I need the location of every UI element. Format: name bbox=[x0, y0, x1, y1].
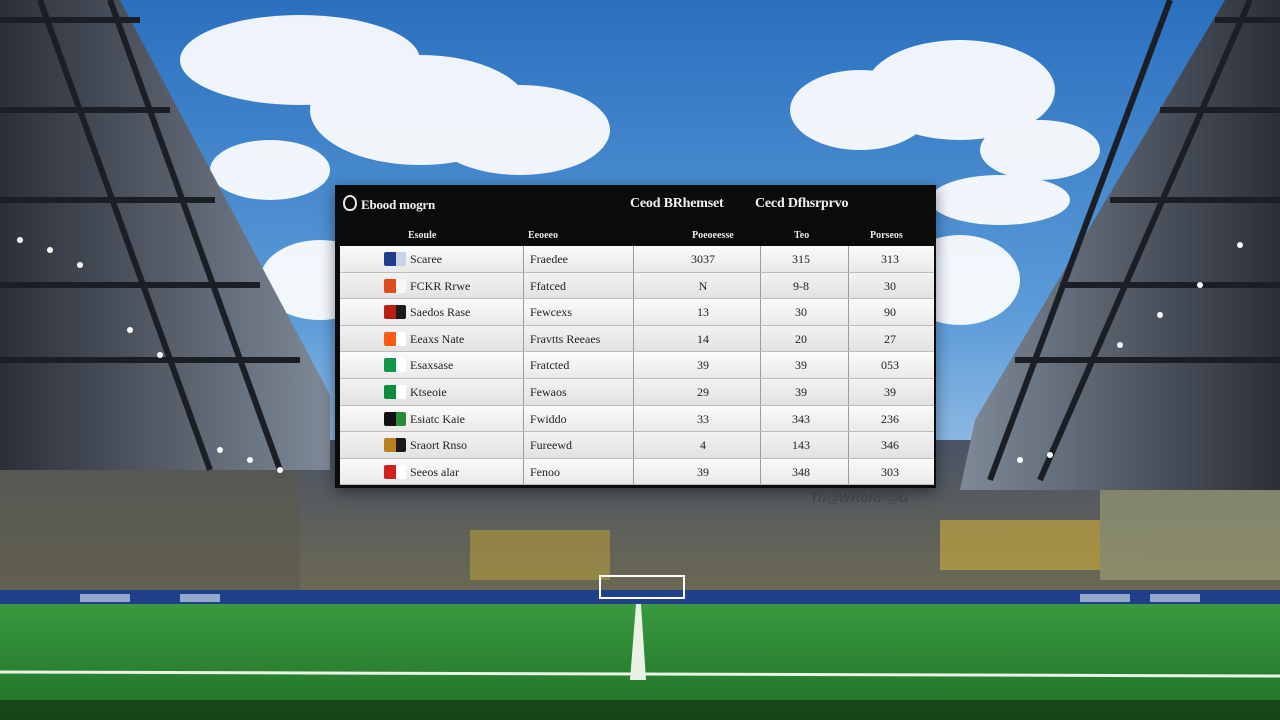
team-flag-icon bbox=[384, 358, 406, 373]
table-row: Saedos Rase Fewcexs 13 30 90 bbox=[340, 299, 934, 326]
stat-2-value: 143 bbox=[792, 438, 810, 453]
stat-2-value: 20 bbox=[795, 331, 807, 346]
table-row: Eeaxs Nate Fravtts Reeaes 14 20 27 bbox=[340, 325, 934, 353]
team-position: Fwiddo bbox=[530, 411, 567, 426]
stat-2-value: 348 bbox=[792, 464, 810, 479]
stadium-lights-right bbox=[1017, 242, 1243, 463]
team-flag-icon bbox=[384, 252, 406, 266]
table-row: Esiatc Kaie Fwiddo 33 343 236 bbox=[340, 405, 934, 433]
stat-1-value: 3037 bbox=[691, 252, 715, 266]
team-name: Sraort Rnso bbox=[410, 438, 467, 453]
stat-2-value: 9-8 bbox=[793, 278, 809, 293]
scoreboard-header: Ebood mogrn Ceod BRhemset Cecd Dfhsrprvo bbox=[335, 185, 936, 225]
team-position: Fravtts Reeaes bbox=[530, 331, 601, 346]
stat-1-value: 13 bbox=[697, 305, 709, 320]
stat-3-value: 30 bbox=[884, 278, 896, 293]
team-name: Esiatc Kaie bbox=[410, 411, 465, 426]
team-flag-icon bbox=[384, 384, 406, 399]
pitch-center-line bbox=[630, 604, 646, 680]
table-row: Ktseoie Fewaos 29 39 39 bbox=[340, 378, 934, 406]
stat-1-value: 4 bbox=[700, 438, 706, 453]
stat-1-value: 14 bbox=[697, 331, 709, 346]
table-row: Esaxsase Fratcted 39 39 053 bbox=[340, 352, 934, 379]
team-position: Ffatced bbox=[530, 278, 566, 293]
stat-3-value: 313 bbox=[881, 252, 899, 266]
team-name: FCKR Rrwe bbox=[410, 278, 471, 293]
roof-left-ribs bbox=[0, 0, 300, 472]
team-position: Fureewd bbox=[530, 438, 572, 453]
stat-2-value: 315 bbox=[792, 252, 810, 266]
stat-2-value: 39 bbox=[795, 358, 807, 373]
team-position: Fenoo bbox=[530, 464, 560, 479]
team-name: Saedos Rase bbox=[410, 305, 471, 320]
roof-right-ribs bbox=[987, 0, 1280, 482]
team-flag-icon bbox=[384, 411, 406, 426]
stat-1-value: 39 bbox=[697, 464, 709, 479]
team-position: Fewcexs bbox=[530, 305, 572, 320]
stat-1-value: N bbox=[698, 278, 708, 293]
table-row: Scaree Fraedee 3037 315 313 bbox=[340, 246, 934, 273]
stat-3-value: 303 bbox=[881, 464, 899, 479]
team-flag-icon bbox=[384, 464, 406, 479]
team-name: Ktseoie bbox=[410, 384, 447, 399]
team-position: Fraedee bbox=[530, 252, 568, 266]
stat-1-value: 39 bbox=[697, 358, 709, 373]
stat-3-value: 236 bbox=[881, 411, 899, 426]
stand-banner: Th@WRoRP@G bbox=[810, 490, 910, 505]
team-position: Fewaos bbox=[530, 384, 567, 399]
stat-3-value: 39 bbox=[884, 384, 896, 399]
stat-3-value: 346 bbox=[881, 438, 899, 453]
stat-3-value: 053 bbox=[881, 358, 899, 373]
header-stat-2: Cecd Dfhsrprvo bbox=[755, 196, 849, 211]
league-logo-icon bbox=[343, 195, 357, 211]
stat-1-value: 33 bbox=[697, 411, 709, 426]
stat-3-value: 90 bbox=[884, 305, 896, 320]
scoreboard: Ebood mogrn Ceod BRhemset Cecd Dfhsrprvo… bbox=[335, 185, 936, 488]
roof-right bbox=[960, 0, 1280, 490]
goal bbox=[599, 575, 685, 599]
column-header-pos: Eeoeeo bbox=[528, 230, 558, 241]
stat-2-value: 343 bbox=[792, 411, 810, 426]
stadium-lights-left bbox=[17, 237, 283, 473]
table-row: FCKR Rrwe Ffatced N 9-8 30 bbox=[340, 272, 934, 300]
column-header-stat1: Poeoeesse bbox=[692, 230, 734, 241]
clouds bbox=[180, 15, 1100, 325]
header-stat-1: Ceod BRhemset bbox=[630, 196, 724, 211]
team-name: Seeos alar bbox=[410, 464, 459, 479]
team-position: Fratcted bbox=[530, 358, 570, 373]
team-flag-icon bbox=[384, 305, 406, 320]
stat-3-value: 27 bbox=[884, 331, 896, 346]
stat-2-value: 39 bbox=[795, 384, 807, 399]
team-name: Esaxsase bbox=[410, 358, 454, 373]
column-header-stat2: Teo bbox=[794, 230, 810, 241]
team-flag-icon bbox=[384, 438, 406, 453]
column-header-team: Esoule bbox=[408, 230, 437, 241]
team-flag-icon bbox=[384, 331, 406, 346]
scoreboard-title: Ebood mogrn bbox=[361, 197, 436, 212]
column-header-stat3: Porseos bbox=[870, 230, 903, 241]
team-name: Eeaxs Nate bbox=[410, 331, 465, 346]
column-headers: Esoule Eeoeeo Poeoeesse Teo Porseos bbox=[335, 225, 936, 245]
standings-table: Scaree Fraedee 3037 315 313 FCKR Rrwe Ff… bbox=[340, 246, 934, 486]
table-row: Seeos alar Fenoo 39 348 303 bbox=[340, 458, 934, 486]
team-flag-icon bbox=[384, 278, 406, 293]
crowd-highlights bbox=[0, 470, 1280, 590]
stat-1-value: 29 bbox=[697, 384, 709, 399]
stat-2-value: 30 bbox=[795, 305, 807, 320]
team-name: Scaree bbox=[410, 252, 442, 266]
table-row: Sraort Rnso Fureewd 4 143 346 bbox=[340, 432, 934, 459]
